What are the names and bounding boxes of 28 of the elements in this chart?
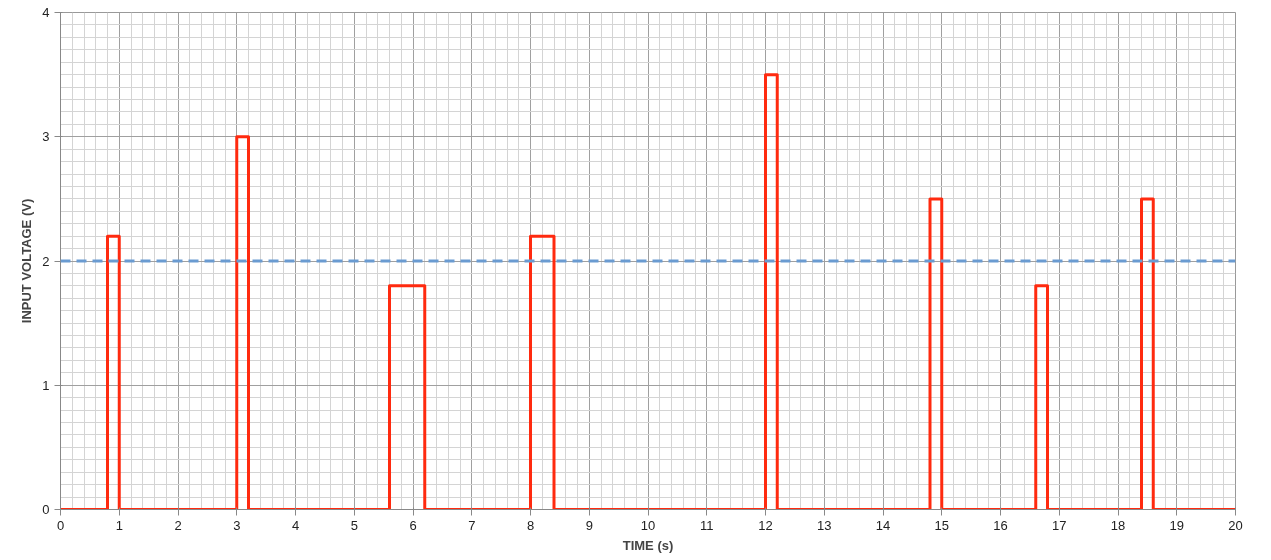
x-tick-label: 2 (174, 517, 182, 533)
x-tick-label: 10 (640, 517, 656, 533)
x-tick-label: 20 (1228, 517, 1243, 533)
x-tick-label: 17 (1052, 517, 1067, 533)
x-tick-label: 3 (233, 517, 241, 533)
x-tick-label: 16 (993, 517, 1008, 533)
x-tick-label: 13 (817, 517, 832, 533)
x-tick-label: 14 (875, 517, 891, 533)
x-tick-label: 4 (291, 517, 300, 533)
y-tick-label: 1 (42, 377, 50, 393)
x-tick-label: 0 (56, 517, 65, 533)
x-tick-label: 19 (1169, 517, 1184, 533)
x-tick-label: 12 (758, 517, 773, 533)
y-tick-label: 3 (42, 129, 50, 145)
y-tick-label: 4 (42, 5, 50, 20)
x-tick-label: 18 (1110, 517, 1126, 533)
x-axis-title: TIME (s) (622, 537, 674, 553)
y-tick-label: 0 (42, 502, 50, 517)
y-tick-label: 2 (42, 253, 50, 269)
x-tick-label: 11 (700, 517, 714, 533)
y-axis-title: INPUT VOLTAGE (V) (19, 198, 35, 324)
x-tick-label: 5 (350, 517, 358, 533)
x-tick-label: 9 (585, 517, 593, 533)
x-tick-label: 1 (115, 517, 123, 533)
x-tick-label: 7 (468, 517, 476, 533)
x-tick-label: 8 (526, 517, 535, 533)
x-tick-label: 15 (934, 517, 949, 533)
x-tick-label: 6 (409, 517, 417, 533)
